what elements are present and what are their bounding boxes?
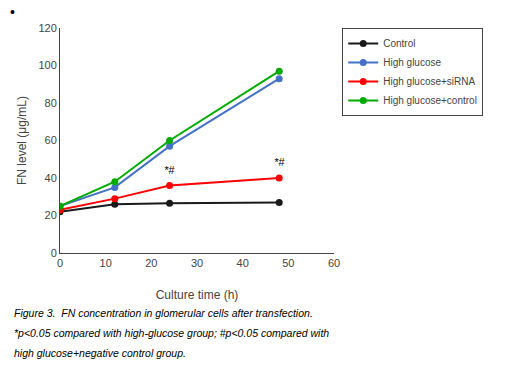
svg-text:FN level (μg/mL): FN level (μg/mL) xyxy=(15,96,29,185)
svg-text:120: 120 xyxy=(38,22,56,34)
svg-text:*#: *# xyxy=(164,164,175,176)
svg-text:100: 100 xyxy=(38,59,56,71)
svg-text:*#: *# xyxy=(274,156,285,168)
svg-text:20: 20 xyxy=(145,257,157,269)
svg-text:•: • xyxy=(10,4,15,20)
svg-text:high glucose+negative control: high glucose+negative control group. xyxy=(14,347,186,359)
svg-text:60: 60 xyxy=(328,257,340,269)
svg-text:20: 20 xyxy=(45,209,57,221)
svg-text:High glucose+control: High glucose+control xyxy=(383,95,477,106)
svg-text:Figure 3. FN concentration in: Figure 3. FN concentration in glomerular… xyxy=(14,307,313,319)
svg-text:*p<0.05 compared with high-glu: *p<0.05 compared with high-glucose group… xyxy=(14,327,329,339)
svg-text:30: 30 xyxy=(191,257,203,269)
svg-text:50: 50 xyxy=(282,257,294,269)
svg-text:Culture time (h): Culture time (h) xyxy=(156,288,239,302)
svg-text:High glucose+siRNA: High glucose+siRNA xyxy=(383,76,475,87)
svg-text:40: 40 xyxy=(45,172,57,184)
svg-text:80: 80 xyxy=(45,97,57,109)
svg-text:40: 40 xyxy=(237,257,249,269)
svg-text:Control: Control xyxy=(383,38,415,49)
svg-text:High glucose: High glucose xyxy=(383,57,441,68)
svg-text:0: 0 xyxy=(57,257,63,269)
svg-text:10: 10 xyxy=(100,257,112,269)
svg-text:60: 60 xyxy=(45,134,57,146)
svg-text:0: 0 xyxy=(51,247,57,259)
